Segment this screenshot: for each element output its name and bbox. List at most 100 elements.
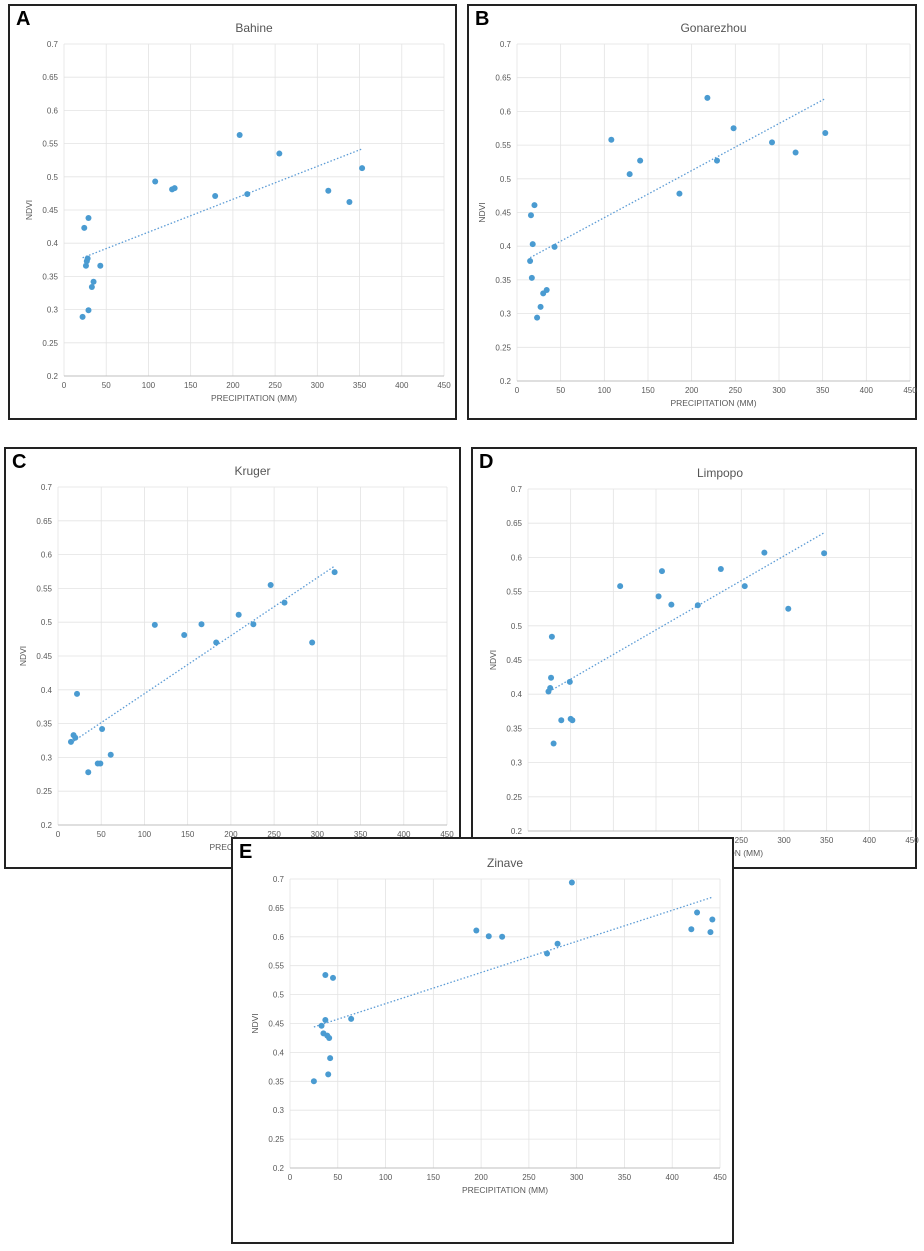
- data-point: [550, 740, 557, 747]
- y-tick-label: 0.25: [36, 787, 52, 796]
- y-tick-label: 0.25: [495, 343, 511, 352]
- data-point: [531, 202, 538, 209]
- y-tick-label: 0.55: [36, 584, 52, 593]
- x-tick-label: 150: [181, 830, 195, 839]
- y-tick-label: 0.2: [511, 827, 523, 836]
- data-point: [152, 178, 159, 185]
- data-point: [85, 307, 92, 314]
- y-tick-label: 0.6: [47, 106, 59, 115]
- data-point: [346, 199, 353, 206]
- chart-title: Limpopo: [697, 466, 743, 480]
- chart-title: Zinave: [487, 856, 523, 870]
- data-point: [244, 191, 251, 198]
- data-point: [276, 150, 283, 157]
- data-point: [85, 214, 92, 221]
- x-axis-label: PRECIPITATION (MM): [670, 398, 756, 408]
- x-tick-label: 400: [397, 830, 411, 839]
- x-tick-label: 300: [772, 386, 786, 395]
- data-point: [97, 760, 104, 767]
- chart-title: Bahine: [235, 21, 273, 35]
- x-tick-label: 0: [515, 386, 520, 395]
- y-axis-label: NDVI: [18, 646, 28, 666]
- data-point: [548, 633, 555, 640]
- x-tick-label: 450: [440, 830, 454, 839]
- y-tick-label: 0.65: [495, 74, 511, 83]
- x-axis-label: PRECIPITATION (MM): [211, 393, 297, 403]
- y-tick-label: 0.6: [41, 551, 53, 560]
- panel-letter: E: [239, 841, 253, 863]
- data-point: [85, 769, 92, 776]
- data-point: [658, 568, 665, 575]
- data-point: [568, 879, 575, 886]
- x-tick-label: 350: [820, 836, 834, 845]
- y-tick-label: 0.4: [273, 1048, 285, 1057]
- data-point: [212, 193, 219, 200]
- x-tick-label: 400: [863, 836, 877, 845]
- y-axis-label: NDVI: [488, 650, 498, 670]
- data-point: [235, 611, 242, 618]
- trendline: [529, 98, 826, 259]
- y-tick-label: 0.6: [273, 933, 285, 942]
- x-tick-label: 400: [395, 381, 409, 390]
- y-tick-label: 0.65: [42, 73, 58, 82]
- data-point: [785, 605, 792, 612]
- x-tick-label: 50: [102, 381, 111, 390]
- y-tick-label: 0.55: [268, 962, 284, 971]
- data-point: [558, 717, 565, 724]
- panel-letter: A: [16, 8, 31, 30]
- y-tick-label: 0.65: [36, 517, 52, 526]
- data-point: [88, 284, 95, 291]
- y-tick-label: 0.7: [500, 40, 512, 49]
- x-tick-label: 200: [685, 386, 699, 395]
- data-point: [473, 927, 480, 934]
- chart-kruger: Kruger 0.2 0.25 0.3 0.35 0.4 0.45 0.5 0.55 0.6 0.6…: [18, 464, 454, 852]
- data-point: [310, 1078, 317, 1085]
- panel-d: D Limpopo 0.2 0.25 0.3 0.35 0.4 0.45 0.5 0.55 0.6…: [471, 447, 919, 869]
- data-point: [769, 139, 776, 146]
- data-point: [527, 212, 534, 219]
- data-point: [322, 1017, 329, 1024]
- x-tick-label: 0: [288, 1173, 293, 1182]
- y-tick-label: 0.25: [42, 339, 58, 348]
- data-point: [554, 940, 561, 947]
- y-tick-label: 0.25: [268, 1135, 284, 1144]
- chart-title: Kruger: [234, 464, 270, 478]
- y-tick-label: 0.2: [41, 821, 53, 830]
- data-point: [821, 550, 828, 557]
- data-point: [544, 950, 551, 957]
- y-tick-label: 0.7: [41, 483, 53, 492]
- y-tick-label: 0.45: [495, 209, 511, 218]
- data-point: [551, 243, 558, 250]
- data-point: [547, 685, 554, 692]
- data-point: [688, 926, 695, 933]
- data-point: [694, 909, 701, 916]
- x-tick-label: 150: [641, 386, 655, 395]
- y-tick-label: 0.2: [47, 372, 59, 381]
- chart-zinave: Zinave 0.2 0.25 0.3 0.35 0.4 0.45 0.5 0.55 0.6 0.6…: [250, 856, 727, 1195]
- data-point: [326, 1034, 333, 1041]
- trendline: [313, 896, 712, 1028]
- x-tick-label: 250: [267, 830, 281, 839]
- panel-b: B Gonarezhou 0.2 0.25 0.3 0.35 0.4 0.45 0.5 0.55…: [467, 4, 917, 420]
- panel-letter: D: [479, 451, 494, 473]
- x-tick-label: 400: [666, 1173, 680, 1182]
- data-point: [181, 632, 188, 639]
- data-point: [322, 971, 329, 978]
- chart-bahine: Bahine 0.2 0.25 0.3 0.35 0.4 0.45 0.5 0.55 0.6 0.6…: [24, 21, 451, 403]
- y-axis-label: NDVI: [250, 1013, 260, 1033]
- data-point: [331, 569, 338, 576]
- data-point: [309, 639, 316, 646]
- data-point: [318, 1022, 325, 1029]
- panel-a: A Bahine 0.2 0.25 0.3 0.35 0.4 0.45 0.5 0.55 0.6 0…: [8, 4, 457, 420]
- panel-letter: B: [475, 8, 490, 30]
- y-tick-label: 0.5: [511, 622, 523, 631]
- data-point: [74, 690, 81, 697]
- y-tick-label: 0.35: [42, 272, 58, 281]
- y-tick-label: 0.3: [41, 753, 53, 762]
- x-tick-label: 0: [62, 381, 67, 390]
- x-axis-label: PRECIPITATION (MM): [462, 1185, 548, 1195]
- y-tick-label: 0.4: [41, 686, 53, 695]
- y-tick-label: 0.5: [273, 991, 285, 1000]
- data-point: [668, 601, 675, 608]
- data-point: [81, 224, 88, 231]
